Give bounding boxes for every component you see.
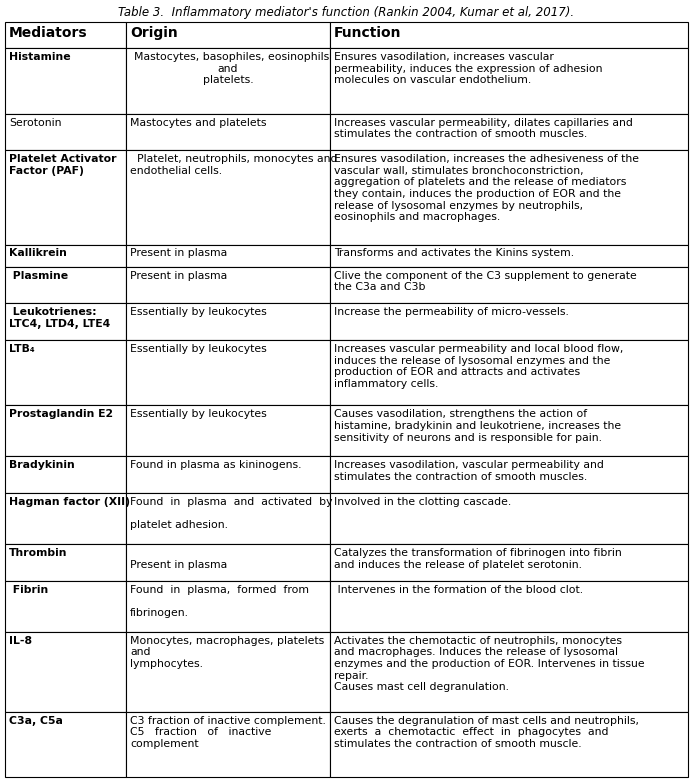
Text: Found  in  plasma,  formed  from

fibrinogen.: Found in plasma, formed from fibrinogen.: [130, 585, 309, 618]
Text: Present in plasma: Present in plasma: [130, 548, 227, 569]
Bar: [126, 581, 330, 632]
Text: Intervenes in the formation of the blood clot.: Intervenes in the formation of the blood…: [334, 585, 583, 595]
Text: C3a, C5a: C3a, C5a: [9, 716, 63, 726]
Text: Kallikrein: Kallikrein: [9, 249, 67, 259]
Bar: [126, 712, 330, 777]
Bar: [5, 632, 126, 712]
Text: Causes the degranulation of mast cells and neutrophils,
exerts  a  chemotactic  : Causes the degranulation of mast cells a…: [334, 716, 639, 748]
Text: Clive the component of the C3 supplement to generate
the C3a and C3b: Clive the component of the C3 supplement…: [334, 271, 637, 292]
Bar: [330, 632, 688, 712]
Bar: [5, 712, 126, 777]
Bar: [126, 48, 330, 113]
Text: Increases vascular permeability and local blood flow,
induces the release of lys: Increases vascular permeability and loca…: [334, 344, 624, 389]
Text: Mastocytes and platelets: Mastocytes and platelets: [130, 117, 267, 127]
Text: Catalyzes the transformation of fibrinogen into fibrin
and induces the release o: Catalyzes the transformation of fibrinog…: [334, 548, 622, 569]
Text: Increase the permeability of micro-vessels.: Increase the permeability of micro-vesse…: [334, 307, 569, 317]
Bar: [126, 267, 330, 303]
Text: Increases vasodilation, vascular permeability and
stimulates the contraction of : Increases vasodilation, vascular permeab…: [334, 461, 604, 482]
Text: Present in plasma: Present in plasma: [130, 271, 227, 281]
Text: Leukotrienes:
LTC4, LTD4, LTE4: Leukotrienes: LTC4, LTD4, LTE4: [9, 307, 110, 329]
Bar: [5, 48, 126, 113]
Text: IL-8: IL-8: [9, 636, 32, 646]
Bar: [330, 150, 688, 245]
Text: Thrombin: Thrombin: [9, 548, 67, 558]
Bar: [5, 267, 126, 303]
Text: Involved in the clotting cascade.: Involved in the clotting cascade.: [334, 497, 511, 507]
Bar: [5, 150, 126, 245]
Text: Essentially by leukocytes: Essentially by leukocytes: [130, 344, 267, 354]
Bar: [126, 150, 330, 245]
Text: Found  in  plasma  and  activated  by

platelet adhesion.: Found in plasma and activated by platele…: [130, 497, 333, 530]
Text: Platelet, neutrophils, monocytes and
endothelial cells.: Platelet, neutrophils, monocytes and end…: [130, 154, 337, 176]
Text: Ensures vasodilation, increases vascular
permeability, induces the expression of: Ensures vasodilation, increases vascular…: [334, 52, 602, 85]
Text: Platelet Activator
Factor (PAF): Platelet Activator Factor (PAF): [9, 154, 116, 176]
Text: Serotonin: Serotonin: [9, 117, 62, 127]
Bar: [330, 267, 688, 303]
Text: Transforms and activates the Kinins system.: Transforms and activates the Kinins syst…: [334, 249, 574, 259]
Bar: [330, 457, 688, 493]
Bar: [5, 340, 126, 405]
Bar: [5, 22, 126, 48]
Bar: [126, 493, 330, 544]
Bar: [126, 632, 330, 712]
Text: Prostaglandin E2: Prostaglandin E2: [9, 410, 113, 419]
Bar: [330, 48, 688, 113]
Bar: [330, 245, 688, 267]
Bar: [330, 544, 688, 581]
Bar: [5, 493, 126, 544]
Text: Histamine: Histamine: [9, 52, 71, 63]
Bar: [330, 340, 688, 405]
Bar: [5, 544, 126, 581]
Text: LTB₄: LTB₄: [9, 344, 35, 354]
Text: Mastocytes, basophiles, eosinophils
and
platelets.: Mastocytes, basophiles, eosinophils and …: [127, 52, 329, 85]
Bar: [126, 405, 330, 457]
Text: Causes vasodilation, strengthens the action of
histamine, bradykinin and leukotr: Causes vasodilation, strengthens the act…: [334, 410, 621, 443]
Bar: [330, 22, 688, 48]
Text: Fibrin: Fibrin: [9, 585, 49, 595]
Text: Essentially by leukocytes: Essentially by leukocytes: [130, 410, 267, 419]
Bar: [330, 113, 688, 150]
Bar: [126, 303, 330, 340]
Text: C3 fraction of inactive complement.
C5   fraction   of   inactive
complement: C3 fraction of inactive complement. C5 f…: [130, 716, 326, 748]
Text: Present in plasma: Present in plasma: [130, 249, 227, 259]
Text: Plasmine: Plasmine: [9, 271, 68, 281]
Text: Mediators: Mediators: [9, 26, 87, 40]
Text: Essentially by leukocytes: Essentially by leukocytes: [130, 307, 267, 317]
Text: Monocytes, macrophages, platelets
and
lymphocytes.: Monocytes, macrophages, platelets and ly…: [130, 636, 324, 669]
Bar: [126, 245, 330, 267]
Bar: [5, 113, 126, 150]
Bar: [126, 113, 330, 150]
Bar: [126, 544, 330, 581]
Text: Hagman factor (XII): Hagman factor (XII): [9, 497, 130, 507]
Bar: [126, 340, 330, 405]
Text: Bradykinin: Bradykinin: [9, 461, 75, 471]
Bar: [330, 303, 688, 340]
Bar: [5, 457, 126, 493]
Bar: [5, 581, 126, 632]
Text: Found in plasma as kininogens.: Found in plasma as kininogens.: [130, 461, 301, 471]
Bar: [126, 22, 330, 48]
Bar: [330, 493, 688, 544]
Bar: [330, 712, 688, 777]
Bar: [330, 581, 688, 632]
Text: Increases vascular permeability, dilates capillaries and
stimulates the contract: Increases vascular permeability, dilates…: [334, 117, 633, 139]
Text: Ensures vasodilation, increases the adhesiveness of the
vascular wall, stimulate: Ensures vasodilation, increases the adhe…: [334, 154, 639, 222]
Text: Origin: Origin: [130, 26, 177, 40]
Bar: [330, 405, 688, 457]
Text: Function: Function: [334, 26, 401, 40]
Bar: [5, 303, 126, 340]
Bar: [5, 405, 126, 457]
Text: Activates the chemotactic of neutrophils, monocytes
and macrophages. Induces the: Activates the chemotactic of neutrophils…: [334, 636, 644, 692]
Bar: [126, 457, 330, 493]
Text: Table 3.  Inflammatory mediator's function (Rankin 2004, Kumar et al, 2017).: Table 3. Inflammatory mediator's functio…: [119, 6, 574, 19]
Bar: [5, 245, 126, 267]
